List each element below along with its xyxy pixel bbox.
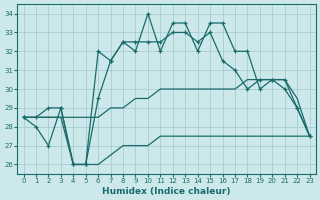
- X-axis label: Humidex (Indice chaleur): Humidex (Indice chaleur): [102, 187, 231, 196]
